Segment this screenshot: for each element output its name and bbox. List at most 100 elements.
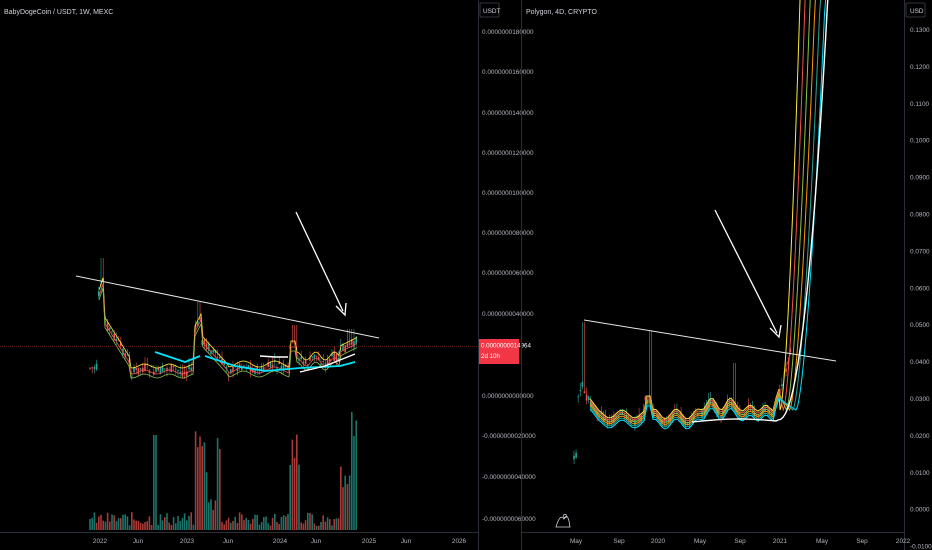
volume-bar	[170, 525, 173, 530]
volume-bar	[249, 523, 252, 530]
volume-bar	[164, 517, 166, 530]
candle-body	[236, 368, 239, 372]
candle-body	[117, 339, 120, 341]
candle-body	[278, 361, 280, 365]
volume-bar	[142, 523, 144, 530]
candle-body	[205, 343, 208, 350]
candle-body	[170, 363, 173, 372]
right-y-tick: 0.1200	[910, 64, 930, 71]
volume-bar	[309, 512, 311, 530]
candle-body	[144, 364, 146, 371]
left-y-tick: 0.0000000120000	[482, 150, 534, 157]
right-x-tick: May	[694, 538, 707, 545]
right-y-tick: -0.0100	[910, 544, 932, 550]
candle-body	[627, 421, 630, 422]
volume-bar	[230, 522, 232, 530]
right-y-tick: 0.0600	[910, 285, 930, 292]
candle-body	[159, 367, 162, 375]
right-chart-title: Polygon, 4D, CRYPTO	[526, 9, 597, 16]
candle-body	[188, 365, 190, 370]
tradingview-logo-icon	[555, 514, 571, 528]
volume-bar	[243, 520, 245, 530]
candle-body	[632, 418, 634, 422]
right-y-tick: 0.0200	[910, 433, 930, 440]
volume-bar	[201, 446, 203, 530]
ma-line-breakout	[589, 0, 806, 422]
right-moving-averages	[589, 0, 829, 430]
candle-body	[172, 365, 175, 367]
left-last-price-badge[interactable]: 0.0000000014964 2d 10h	[479, 339, 531, 364]
right-unit-label: USD	[910, 8, 924, 15]
volume-bar	[335, 518, 338, 530]
left-countdown: 2d 10h	[481, 353, 500, 360]
candle-body	[223, 362, 225, 365]
volume-bar	[331, 525, 333, 530]
left-x-tick: Jun	[133, 538, 144, 545]
left-y-tick: 0.0000000080000	[482, 230, 534, 237]
candle-body	[254, 368, 256, 374]
volume-bar	[148, 516, 151, 530]
volume-bar	[351, 411, 353, 530]
volume-bar	[194, 431, 197, 530]
volume-bar	[166, 513, 168, 530]
candle-body	[355, 337, 357, 344]
candle-body	[779, 389, 781, 395]
ma-line-cyan	[204, 355, 356, 372]
volume-bar	[274, 513, 276, 530]
candle-body	[737, 408, 739, 412]
candle-body	[104, 321, 107, 323]
candle-body	[139, 368, 142, 370]
right-y-tick: 0.0900	[910, 175, 930, 182]
left-y-tick: 0.0000000040000	[482, 311, 534, 318]
volume-bar	[300, 522, 302, 530]
candle-body	[315, 355, 318, 357]
right-y-tick: 0.0300	[910, 396, 930, 403]
candle-body	[109, 327, 111, 330]
ma-line-green	[98, 287, 358, 379]
volume-bar	[298, 464, 300, 530]
candle-body	[201, 340, 203, 345]
candle-body	[113, 333, 115, 341]
candle-body	[311, 356, 313, 358]
volume-bar	[106, 512, 109, 530]
candle-body	[781, 384, 783, 387]
volume-bar	[115, 521, 118, 530]
candle-body	[575, 452, 577, 458]
volume-bar	[241, 514, 243, 530]
left-chart-pane[interactable]: BabyDogeCoin / USDT, 1W, MEXC USDT 0.000…	[0, 0, 536, 550]
candle-body	[337, 358, 340, 361]
volume-bar	[104, 521, 107, 530]
volume-bar	[199, 436, 201, 530]
candle-body	[120, 342, 122, 347]
candle-body	[768, 409, 771, 412]
right-y-tick: 0.0400	[910, 359, 930, 366]
right-x-tick: 2020	[651, 538, 666, 545]
left-unit-label: USDT	[483, 8, 500, 15]
volume-bar	[175, 523, 177, 530]
volume-bar	[285, 516, 287, 530]
ma-line-breakout	[589, 0, 801, 420]
candle-body	[730, 402, 733, 405]
candle-body	[613, 415, 615, 422]
volume-bar	[315, 525, 318, 530]
candle-body	[333, 351, 335, 361]
left-unit-box[interactable]: USDT	[479, 2, 500, 18]
candle-body	[728, 401, 731, 403]
volume-bar	[329, 519, 331, 530]
right-chart-pane[interactable]: Polygon, 4D, CRYPTO USD 0.1300 0.1200 0.11…	[521, 0, 932, 550]
candle-body	[194, 324, 197, 328]
candle-body	[739, 412, 741, 414]
right-unit-box[interactable]: USD	[905, 2, 926, 18]
volume-bar	[181, 517, 184, 530]
candle-body	[95, 363, 98, 370]
right-x-tick: Sep	[856, 538, 868, 545]
volume-bar	[157, 524, 159, 530]
candle-body	[686, 423, 689, 425]
volume-bar	[337, 518, 340, 530]
candle-body	[665, 419, 668, 423]
left-y-tick: 0.0000000180000	[482, 29, 534, 36]
candle-body	[579, 389, 582, 392]
volume-bar	[122, 514, 124, 530]
volume-bar	[89, 518, 91, 530]
ma-line-cyan	[154, 351, 201, 363]
